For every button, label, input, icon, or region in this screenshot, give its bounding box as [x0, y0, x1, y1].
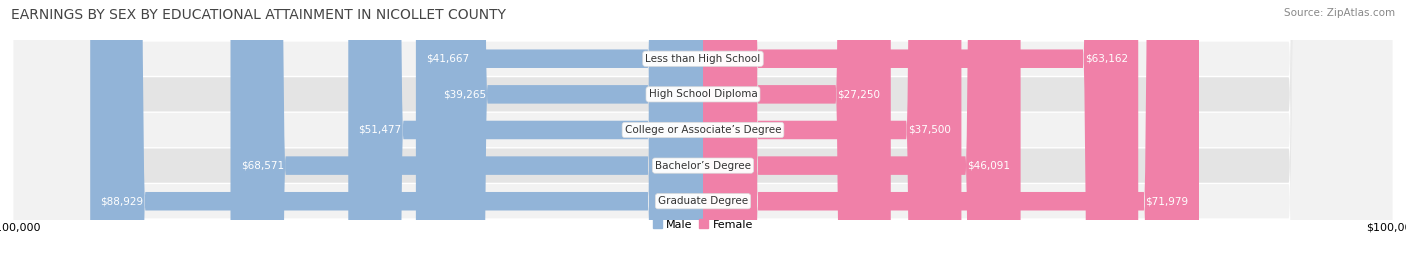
Text: $68,571: $68,571	[240, 161, 284, 171]
FancyBboxPatch shape	[14, 0, 1392, 268]
Text: Bachelor’s Degree: Bachelor’s Degree	[655, 161, 751, 171]
FancyBboxPatch shape	[14, 0, 1392, 268]
FancyBboxPatch shape	[14, 0, 1392, 268]
Text: $71,979: $71,979	[1146, 196, 1188, 206]
Text: Source: ZipAtlas.com: Source: ZipAtlas.com	[1284, 8, 1395, 18]
Text: $63,162: $63,162	[1085, 54, 1128, 64]
FancyBboxPatch shape	[90, 0, 703, 268]
Text: $46,091: $46,091	[967, 161, 1011, 171]
Text: Less than High School: Less than High School	[645, 54, 761, 64]
FancyBboxPatch shape	[703, 0, 1199, 268]
Text: $27,250: $27,250	[838, 89, 880, 99]
Text: Graduate Degree: Graduate Degree	[658, 196, 748, 206]
FancyBboxPatch shape	[703, 0, 891, 268]
FancyBboxPatch shape	[433, 0, 703, 268]
FancyBboxPatch shape	[416, 0, 703, 268]
FancyBboxPatch shape	[703, 0, 1021, 268]
Text: College or Associate’s Degree: College or Associate’s Degree	[624, 125, 782, 135]
Text: $39,265: $39,265	[443, 89, 486, 99]
Text: $41,667: $41,667	[426, 54, 470, 64]
FancyBboxPatch shape	[231, 0, 703, 268]
Text: $88,929: $88,929	[101, 196, 143, 206]
Legend: Male, Female: Male, Female	[648, 215, 758, 234]
FancyBboxPatch shape	[703, 0, 962, 268]
Text: $51,477: $51,477	[359, 125, 402, 135]
FancyBboxPatch shape	[14, 0, 1392, 268]
FancyBboxPatch shape	[14, 0, 1392, 268]
Text: High School Diploma: High School Diploma	[648, 89, 758, 99]
FancyBboxPatch shape	[703, 0, 1139, 268]
Text: $37,500: $37,500	[908, 125, 950, 135]
FancyBboxPatch shape	[349, 0, 703, 268]
Text: EARNINGS BY SEX BY EDUCATIONAL ATTAINMENT IN NICOLLET COUNTY: EARNINGS BY SEX BY EDUCATIONAL ATTAINMEN…	[11, 8, 506, 22]
